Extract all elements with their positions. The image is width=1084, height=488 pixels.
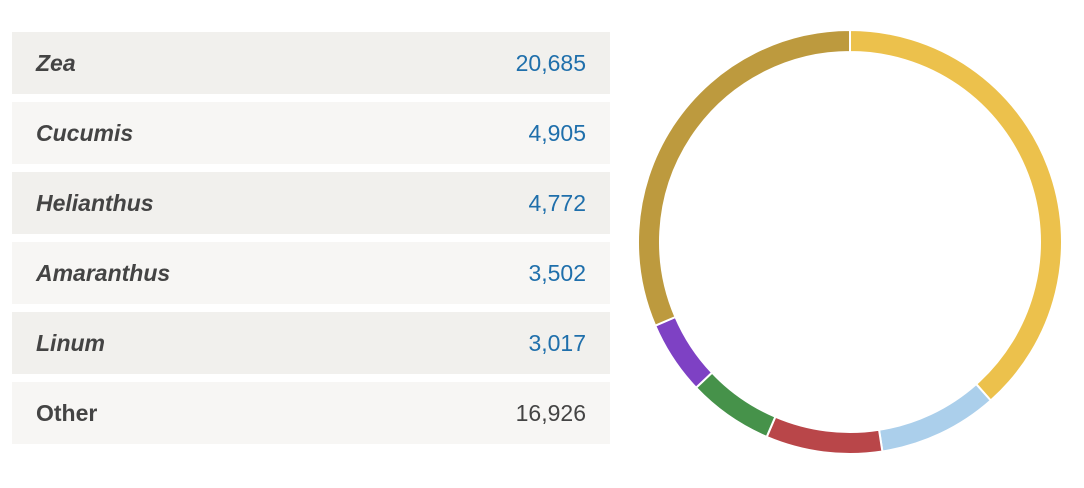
donut-slice-amaranthus[interactable] [694,371,777,439]
donut-chart [637,28,1063,455]
donut-slices [637,28,1063,455]
legend-label-cucumis: Cucumis [36,119,134,146]
legend-row-zea: Zea 20,685 [12,32,610,94]
legend-row-amaranthus: Amaranthus 3,502 [12,242,610,304]
legend-table: Zea 20,685 Cucumis 4,905 Helianthus 4,77… [12,32,610,452]
legend-value-linum[interactable]: 3,017 [528,329,586,356]
legend-label-linum: Linum [36,329,105,356]
donut-slice-linum[interactable] [653,315,714,390]
legend-label-other: Other [36,399,98,426]
legend-label-zea: Zea [36,49,76,76]
legend-row-cucumis: Cucumis 4,905 [12,102,610,164]
legend-label-amaranthus: Amaranthus [36,259,171,286]
legend-value-zea[interactable]: 20,685 [515,49,586,76]
donut-slice-cucumis[interactable] [877,382,993,453]
donut-slice-helianthus[interactable] [765,415,884,455]
donut-slice-zea[interactable] [849,28,1063,402]
legend-row-other: Other 16,926 [12,382,610,444]
legend-value-other: 16,926 [515,399,586,426]
legend-value-helianthus[interactable]: 4,772 [528,189,586,216]
legend-row-linum: Linum 3,017 [12,312,610,374]
legend-label-helianthus: Helianthus [36,189,154,216]
legend-row-helianthus: Helianthus 4,772 [12,172,610,234]
legend-value-amaranthus[interactable]: 3,502 [528,259,586,286]
legend-value-cucumis[interactable]: 4,905 [528,119,586,146]
donut-slice-other[interactable] [637,28,851,327]
